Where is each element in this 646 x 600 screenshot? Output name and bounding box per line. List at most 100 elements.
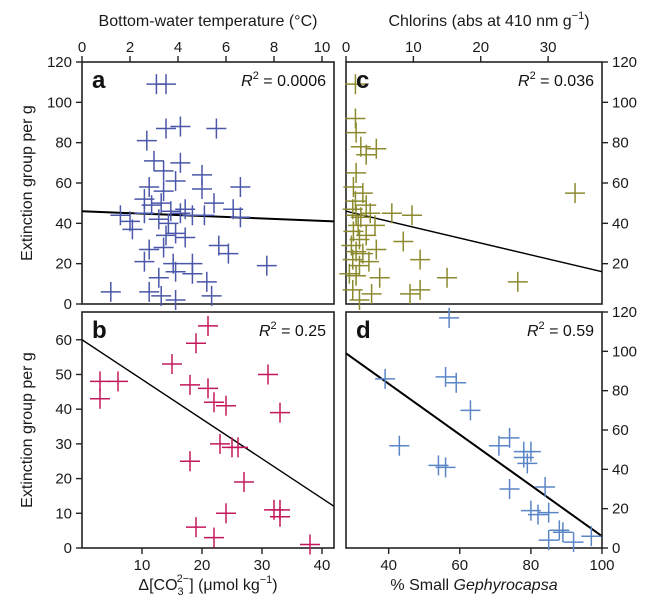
x-tick-label: 60 [451,557,468,574]
data-point [156,74,176,95]
data-point [270,402,290,423]
x-tick-label: 0 [342,39,350,56]
data-point [139,239,160,260]
data-point [552,522,573,543]
y-tick-label: 80 [612,135,629,152]
data-point [163,253,184,274]
y-tick-label: 40 [612,461,629,478]
data-point [216,395,236,416]
axis-title-part: −1 [260,574,273,586]
data-point [346,205,367,226]
data-point [208,235,229,256]
panel-letter: c [356,67,369,94]
r-squared-label: R2 = 0.25 [259,320,326,340]
x-tick-label: 8 [270,39,278,56]
data-point [90,371,110,392]
data-point [165,170,186,191]
data-point [349,255,370,276]
data-point [198,315,218,336]
data-point [369,267,390,288]
data-point [228,437,248,458]
data-point [110,205,131,226]
y-tick-label: 60 [55,175,72,192]
data-point [439,307,460,328]
r-squared-symbol: R [527,323,539,340]
r-squared-value: = 0.0006 [259,73,326,90]
data-point [410,249,431,270]
data-point [134,203,155,224]
r-squared-value: = 0.036 [536,73,594,90]
data-point [581,526,602,547]
axis-title-part: 2− [177,573,190,585]
data-point [499,479,520,499]
data-point [134,251,155,272]
y-tick-label: 0 [64,540,72,557]
y-tick-label: 10 [55,505,72,522]
r-squared-label: R2 = 0.0006 [241,70,326,90]
data-point [230,177,251,198]
plot-frame [81,61,335,305]
data-point [499,427,520,448]
panel-letter: d [356,317,371,344]
data-point [198,378,218,399]
data-point [151,193,172,214]
r-squared-value: = 0.59 [545,323,594,340]
data-point [148,209,169,230]
x-tick-label: 10 [314,39,331,56]
trend-line [81,339,335,507]
x-tick-label: 80 [523,557,540,574]
data-point [153,237,174,258]
data-point [460,400,481,421]
top-x-axis-title: Bottom-water temperature (°C) [99,13,318,30]
data-point [186,333,206,354]
data-point [563,532,584,553]
y-axis-title: Extinction group per g [19,352,36,508]
data-point [435,457,456,478]
plot-frame [81,311,335,549]
data-point [345,74,366,95]
data-point [410,279,431,300]
panel-letter: b [92,317,107,344]
x-tick-label: 30 [254,557,271,574]
data-point [342,279,363,300]
y-tick-label: 100 [47,94,72,111]
data-point [206,118,227,139]
panel-b: 0 10 20 30 40 50 60 10 20 30 40 b R2 = 0.25 Extinctio… [19,311,335,598]
x-axis-title: Δ[CO32−] (μmol kg−1) [138,573,277,598]
data-point [565,183,586,204]
panel-c: 20 40 60 80 100 120 0 10 20 30 c R2 = 0.036 Chlorins… [339,10,637,310]
data-point [393,231,414,252]
axis-title-text: % Small [390,577,453,594]
y-tick-label: 80 [55,135,72,152]
data-point [230,207,251,228]
data-point [341,235,362,256]
data-point [381,203,402,224]
data-point [165,289,186,310]
r-squared-superscript: 2 [539,320,545,332]
panel-letter: a [92,67,106,94]
x-tick-label: 40 [380,557,397,574]
data-point [300,534,320,555]
data-point [120,211,140,232]
data-point [366,239,387,260]
data-point [549,520,570,541]
data-point [360,203,381,224]
data-point [122,219,143,240]
y-tick-label: 0 [612,540,620,557]
r-squared-value: = 0.25 [277,323,326,340]
data-point [346,265,367,286]
x-tick-label: 4 [174,39,182,56]
data-point [162,354,182,375]
x-tick-label: 6 [222,39,230,56]
y-tick-label: 120 [612,304,637,321]
data-point [192,179,212,200]
trend-line [345,352,603,538]
data-point [156,118,176,139]
data-point [366,138,387,159]
data-point [170,203,191,224]
y-tick-label: 40 [55,215,72,232]
data-point [437,267,458,288]
data-point [204,392,224,413]
y-tick-label: 20 [612,256,629,273]
data-point [538,530,559,551]
